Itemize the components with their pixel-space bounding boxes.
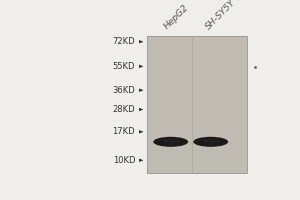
Text: 72KD: 72KD [112,37,135,46]
Ellipse shape [162,140,179,143]
Bar [147,36,247,173]
Text: 17KD: 17KD [112,127,135,136]
Text: 36KD: 36KD [112,86,135,95]
Text: 10KD: 10KD [112,156,135,165]
Text: 55KD: 55KD [112,62,135,71]
Ellipse shape [153,137,188,147]
Ellipse shape [202,140,219,143]
Text: 28KD: 28KD [112,105,135,114]
Text: SH-SY5Y: SH-SY5Y [204,0,238,31]
Ellipse shape [193,137,228,147]
Text: HepG2: HepG2 [163,3,190,31]
